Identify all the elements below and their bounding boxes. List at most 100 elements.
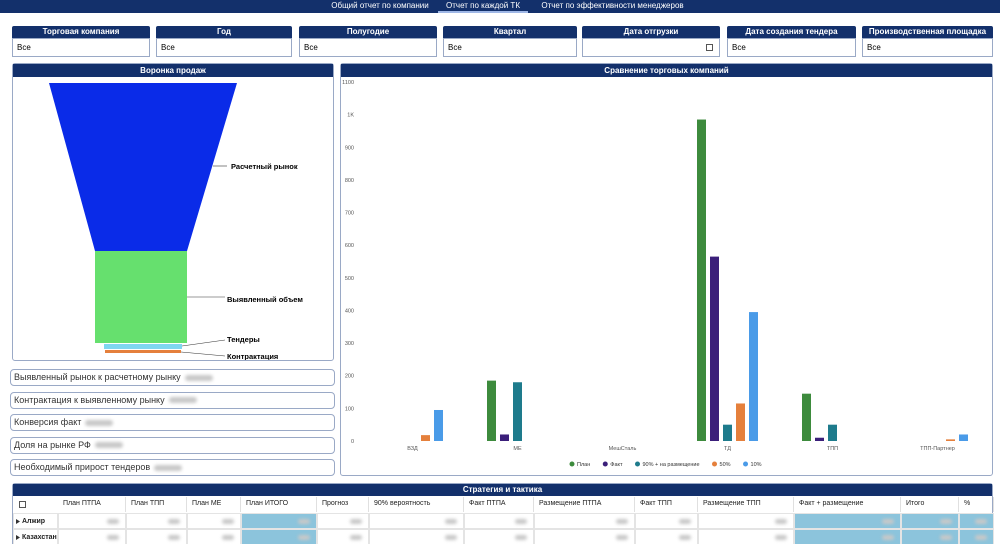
filter-dropdown[interactable]: Все: [156, 38, 292, 57]
table-cell: [241, 529, 317, 544]
metric-box: Доля на рынке РФ: [10, 436, 335, 454]
funnel-stage: [105, 350, 181, 353]
metric-label: Доля на рынке РФ: [14, 439, 91, 450]
table-cell: [58, 529, 126, 544]
hidden-value: [775, 519, 787, 524]
table-cell: [698, 513, 794, 529]
filter-dropdown[interactable]: Все: [862, 38, 993, 57]
hidden-value: [350, 519, 362, 524]
table-cell: [635, 529, 698, 544]
funnel-label: Расчетный рынок: [231, 162, 298, 171]
table-cell: [317, 513, 369, 529]
filter-label: Производственная площадка: [862, 26, 993, 38]
filter-dropdown[interactable]: [582, 38, 720, 57]
leader-line: [180, 351, 226, 357]
funnel-stage: [104, 344, 182, 349]
funnel-stage: [95, 251, 187, 343]
panel-title: Стратегия и тактика: [13, 484, 992, 496]
expand-icon[interactable]: [16, 535, 21, 540]
column-header: Итого: [901, 497, 959, 512]
hidden-value: [515, 535, 527, 540]
top-nav: [0, 0, 1000, 13]
table-cell: [241, 513, 317, 529]
metric-box: Конверсия факт: [10, 414, 335, 431]
metric-label: Конверсия факт: [14, 417, 82, 427]
funnel-label: Тендеры: [227, 335, 260, 344]
funnel-label: Контрактация: [227, 352, 278, 360]
column-header: 90% вероятность: [369, 497, 464, 512]
nav-tab[interactable]: Отчет по эффективности менеджеров: [541, 1, 684, 10]
filter-label: Квартал: [443, 26, 577, 38]
funnel-label: Выявленный объем: [227, 295, 303, 304]
hidden-value: [85, 419, 114, 426]
select-all-icon[interactable]: [19, 501, 26, 508]
funnel-chart: Расчетный рынок Выявленный объем Тендеры…: [49, 83, 303, 360]
filter-dropdown[interactable]: Все: [12, 38, 150, 57]
filter-label: Дата отгрузки: [582, 26, 720, 38]
table-cell: [317, 529, 369, 544]
column-header: Факт ТПП: [635, 497, 698, 512]
row-header[interactable]: Алжир: [13, 513, 58, 529]
table-cell: [464, 529, 534, 544]
funnel-stage: [49, 83, 237, 251]
hidden-value: [168, 397, 197, 404]
table-cell: [58, 513, 126, 529]
metric-box: Необходимый прирост тендеров: [10, 459, 335, 476]
expand-arrow: [16, 535, 20, 540]
column-header: План ПТПА: [58, 497, 126, 512]
hidden-value: [298, 519, 310, 524]
table-cell: [369, 513, 464, 529]
table-cell: [534, 529, 635, 544]
hidden-value: [882, 535, 894, 540]
table-cell: [901, 529, 959, 544]
nav-tab[interactable]: Общий отчет по компании: [331, 1, 429, 10]
column-header: Факт + размещение: [794, 497, 901, 512]
hidden-value: [975, 535, 987, 540]
hidden-value: [168, 519, 180, 524]
hidden-value: [940, 535, 952, 540]
table-cell: [794, 529, 901, 544]
funnel-panel: Расчетный рынок Выявленный объем Тендеры…: [12, 63, 334, 361]
hidden-value: [184, 374, 213, 381]
metric-label: Необходимый прирост тендеров: [14, 462, 151, 472]
metric-box: Контрактация к выявленному рынку: [10, 391, 335, 409]
column-header: Размещение ПТПА: [534, 497, 635, 512]
column-header: Факт ПТПА: [464, 497, 534, 512]
filter-dropdown[interactable]: Все: [443, 38, 577, 57]
hidden-value: [515, 519, 527, 524]
hidden-value: [616, 535, 628, 540]
hidden-value: [445, 519, 457, 524]
hidden-value: [975, 519, 987, 524]
hidden-value: [154, 464, 183, 471]
expand-icon[interactable]: [16, 519, 21, 524]
table-cell: [126, 513, 187, 529]
filter-dropdown[interactable]: Все: [299, 38, 437, 57]
table-cell: [534, 513, 635, 529]
metric-label: Выявленный рынок к расчетному рынку: [14, 372, 181, 382]
leader-line: [181, 339, 226, 347]
hidden-value: [882, 519, 894, 524]
row-header[interactable]: Казахстан: [13, 529, 58, 544]
filter-label: Торговая компания: [12, 26, 150, 38]
hidden-value: [94, 442, 123, 449]
table-cell: [794, 513, 901, 529]
table-cell: [698, 529, 794, 544]
table-panel: Стратегия и тактика План ПТПА План ТПП Пла…: [12, 483, 994, 544]
hidden-value: [350, 535, 362, 540]
filter-label: Год: [156, 26, 292, 38]
table-cell: [187, 529, 241, 544]
table-cell: [369, 529, 464, 544]
hidden-value: [616, 519, 628, 524]
table-cell: [126, 529, 187, 544]
nav-tab[interactable]: Отчет по каждой ТК: [438, 0, 528, 13]
table-cell: [187, 513, 241, 529]
hidden-value: [222, 535, 234, 540]
table-cell: [635, 513, 698, 529]
column-header: %: [959, 497, 994, 512]
hidden-value: [107, 535, 119, 540]
hidden-value: [775, 535, 787, 540]
table-cell: [464, 513, 534, 529]
filter-dropdown[interactable]: Все: [727, 38, 856, 57]
hidden-value: [107, 519, 119, 524]
